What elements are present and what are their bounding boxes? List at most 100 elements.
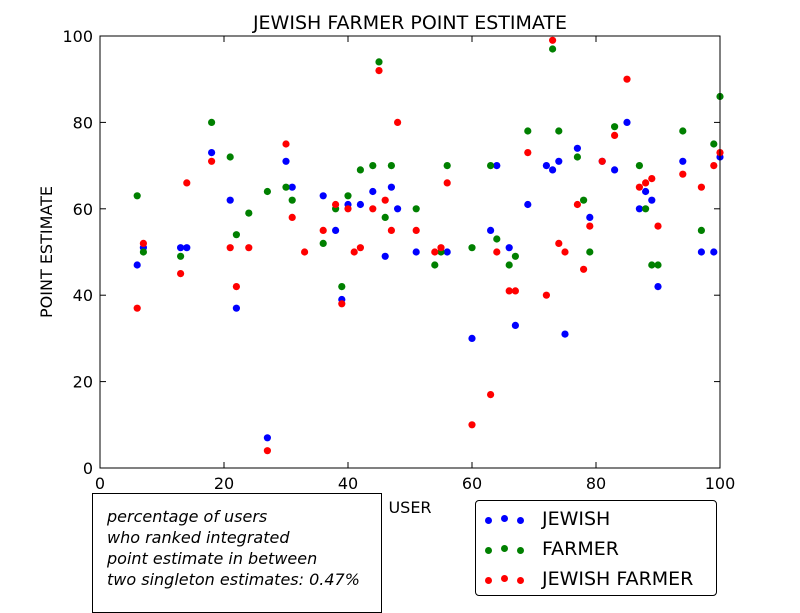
data-point-jewish-farmer	[263, 447, 271, 455]
data-point-jewish-farmer	[133, 304, 141, 312]
x-tick-label: 60	[462, 474, 482, 493]
data-point-jewish-farmer	[282, 140, 290, 148]
data-point-farmer	[505, 261, 513, 269]
legend-label: JEWISH	[542, 508, 611, 530]
data-point-jewish-farmer	[468, 421, 476, 429]
data-point-jewish	[232, 304, 240, 312]
data-point-jewish-farmer	[710, 162, 718, 170]
data-point-jewish-farmer	[549, 36, 557, 44]
annotation-line: point estimate in between	[107, 549, 318, 568]
data-point-jewish	[177, 244, 185, 252]
legend-marker	[485, 573, 525, 585]
annotation-line: two singleton estimates: 0.47%	[107, 570, 360, 589]
data-point-jewish-farmer	[183, 179, 191, 187]
data-point-jewish	[487, 226, 495, 234]
data-point-farmer	[226, 153, 234, 161]
data-point-farmer	[387, 162, 395, 170]
data-point-jewish-farmer	[623, 75, 631, 83]
plot-frame	[99, 35, 721, 469]
data-point-jewish-farmer	[437, 244, 445, 252]
data-point-jewish	[635, 205, 644, 213]
y-tick-label: 80	[73, 113, 93, 132]
data-point-jewish-farmer	[511, 287, 519, 295]
data-point-jewish-farmer	[642, 179, 650, 187]
data-point-farmer	[431, 261, 439, 269]
data-point-jewish	[561, 330, 569, 338]
data-point-jewish-farmer	[524, 149, 532, 157]
annotation-line: percentage of users	[107, 507, 268, 526]
data-point-jewish	[443, 248, 451, 256]
x-tick-label: 0	[95, 474, 105, 493]
data-point-jewish	[505, 244, 513, 252]
data-point-farmer	[375, 58, 383, 66]
data-point-jewish-farmer	[635, 183, 644, 191]
x-tick-label: 100	[705, 474, 736, 493]
y-tick-label: 0	[83, 459, 93, 478]
data-point-jewish-farmer	[288, 213, 296, 221]
data-point-jewish-farmer	[505, 287, 513, 295]
data-point-farmer	[177, 252, 185, 260]
data-point-jewish	[623, 118, 631, 126]
data-point-jewish	[654, 283, 662, 291]
data-point-farmer	[573, 153, 582, 161]
y-tick-label: 100	[62, 27, 93, 46]
data-point-farmer	[282, 183, 290, 191]
data-point-farmer	[232, 231, 240, 239]
x-axis-label: USER	[388, 498, 431, 517]
data-point-jewish-farmer	[493, 248, 501, 256]
data-point-farmer	[635, 162, 644, 170]
data-point-jewish-farmer	[208, 157, 216, 165]
data-point-farmer	[369, 162, 377, 170]
data-point-jewish	[394, 205, 402, 213]
data-point-farmer	[555, 127, 563, 135]
data-point-farmer	[511, 252, 519, 260]
x-tick-label: 80	[586, 474, 606, 493]
data-point-jewish-farmer	[611, 131, 619, 139]
data-point-jewish-farmer	[394, 118, 402, 126]
data-point-jewish-farmer	[177, 270, 185, 278]
data-point-farmer	[654, 261, 662, 269]
data-point-farmer	[319, 239, 327, 247]
legend-marker	[485, 513, 525, 525]
data-point-jewish-farmer	[350, 248, 358, 256]
data-point-jewish-farmer	[561, 248, 569, 256]
y-tick-label: 20	[73, 373, 93, 392]
data-point-jewish	[573, 144, 582, 152]
data-point-jewish	[387, 183, 395, 191]
legend-label: JEWISH FARMER	[542, 568, 694, 590]
legend-item-jewish-farmer: JEWISH FARMER	[476, 566, 716, 592]
data-point-jewish-farmer	[232, 283, 240, 291]
data-point-jewish-farmer	[697, 183, 706, 191]
data-point-farmer	[443, 162, 451, 170]
data-point-jewish-farmer	[580, 265, 588, 273]
legend-marker	[485, 543, 525, 555]
scatter-chart: JEWISH FARMER POINT ESTIMATE 0 20 40 60 80 10…	[37, 12, 735, 517]
data-point-farmer	[697, 226, 706, 234]
data-point-jewish	[332, 226, 340, 234]
data-point-jewish-farmer	[381, 196, 389, 204]
data-point-farmer	[133, 192, 141, 200]
data-point-jewish-farmer	[375, 67, 383, 75]
data-point-jewish-farmer	[431, 248, 439, 256]
x-tick-label: 40	[338, 474, 358, 493]
data-point-jewish-farmer	[226, 244, 234, 252]
data-point-jewish	[369, 187, 377, 196]
data-point-farmer	[679, 127, 687, 135]
data-point-farmer	[549, 45, 557, 53]
axis-ticks: 0 20 40 60 80 100 0 20 40 60 80 100	[62, 27, 735, 493]
data-point-farmer	[139, 248, 147, 256]
data-point-jewish-farmer	[487, 391, 495, 399]
legend-item-jewish: JEWISH	[476, 506, 716, 532]
data-point-jewish-farmer	[654, 222, 662, 230]
data-point-farmer	[710, 140, 718, 148]
data-point-jewish	[381, 252, 389, 260]
data-point-jewish-farmer	[542, 291, 551, 299]
data-point-jewish	[697, 248, 706, 256]
data-point-jewish	[511, 321, 519, 329]
data-point-jewish-farmer	[356, 244, 364, 252]
annotation-line: who ranked integrated	[107, 528, 290, 547]
data-point-jewish-farmer	[443, 179, 451, 187]
data-point-jewish	[586, 213, 594, 221]
data-point-farmer	[468, 244, 476, 252]
data-point-farmer	[208, 118, 216, 126]
